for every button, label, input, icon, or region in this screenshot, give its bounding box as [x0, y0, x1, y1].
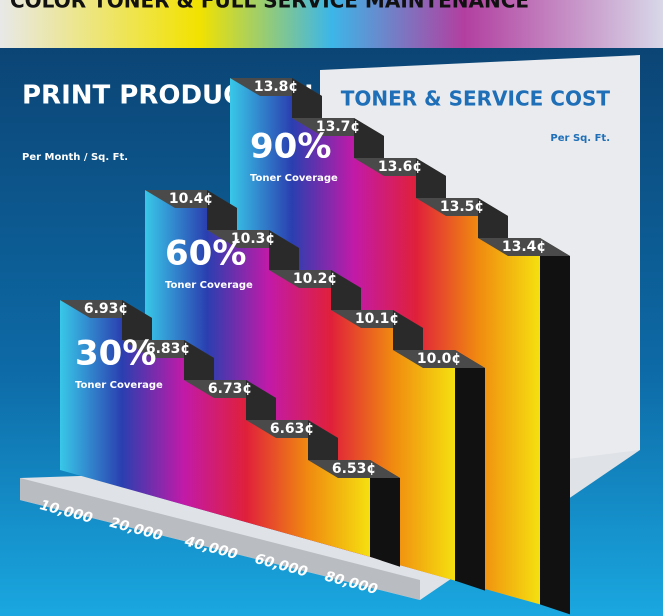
block-side — [455, 350, 485, 591]
value-label: 10.0¢ — [417, 351, 461, 367]
series-name: 90% — [250, 127, 331, 167]
block-front — [246, 420, 308, 540]
block-front — [122, 340, 184, 505]
series-caption: Toner Coverage — [75, 380, 163, 391]
series-name: 60% — [165, 234, 246, 274]
subtitle: Per Month / Sq. Ft. — [22, 152, 128, 163]
value-label: 13.6¢ — [378, 159, 422, 175]
block-front — [478, 238, 540, 605]
value-label: 6.83¢ — [146, 341, 190, 357]
value-label: 10.2¢ — [293, 271, 337, 287]
value-label: 10.3¢ — [231, 231, 275, 247]
block-top — [393, 350, 485, 368]
value-label: 13.4¢ — [502, 239, 546, 255]
value-label: 10.1¢ — [355, 311, 399, 327]
block-front — [184, 380, 246, 523]
series-caption: Toner Coverage — [250, 173, 338, 184]
block-side — [540, 238, 570, 615]
value-label: 13.7¢ — [316, 119, 360, 135]
right-subtitle: Per Sq. Ft. — [550, 133, 610, 144]
value-label: 10.4¢ — [169, 191, 213, 207]
block-front — [308, 460, 370, 557]
banner — [0, 0, 663, 48]
block-top — [478, 238, 570, 256]
floor-edge — [20, 478, 420, 600]
value-label: 6.63¢ — [270, 421, 314, 437]
plot: 13.8¢ 13.7¢ 13.6¢ 13.5¢ 13.4¢ 90% Toner Covera… — [38, 78, 570, 615]
banner-text: COLOR TONER & FULL SERVICE MAINTENANCE — [10, 0, 529, 13]
right-title: TONER & SERVICE COST — [341, 87, 611, 111]
series-name: 30% — [75, 334, 156, 374]
value-label: 13.8¢ — [254, 79, 298, 95]
block-front — [393, 350, 455, 581]
value-label: 13.5¢ — [440, 199, 484, 215]
block-top — [308, 460, 400, 478]
block-front — [60, 300, 122, 488]
value-label: 6.93¢ — [84, 301, 128, 317]
value-label: 6.53¢ — [332, 461, 376, 477]
value-label: 6.73¢ — [208, 381, 252, 397]
block-side — [370, 460, 400, 567]
series-caption: Toner Coverage — [165, 280, 253, 291]
